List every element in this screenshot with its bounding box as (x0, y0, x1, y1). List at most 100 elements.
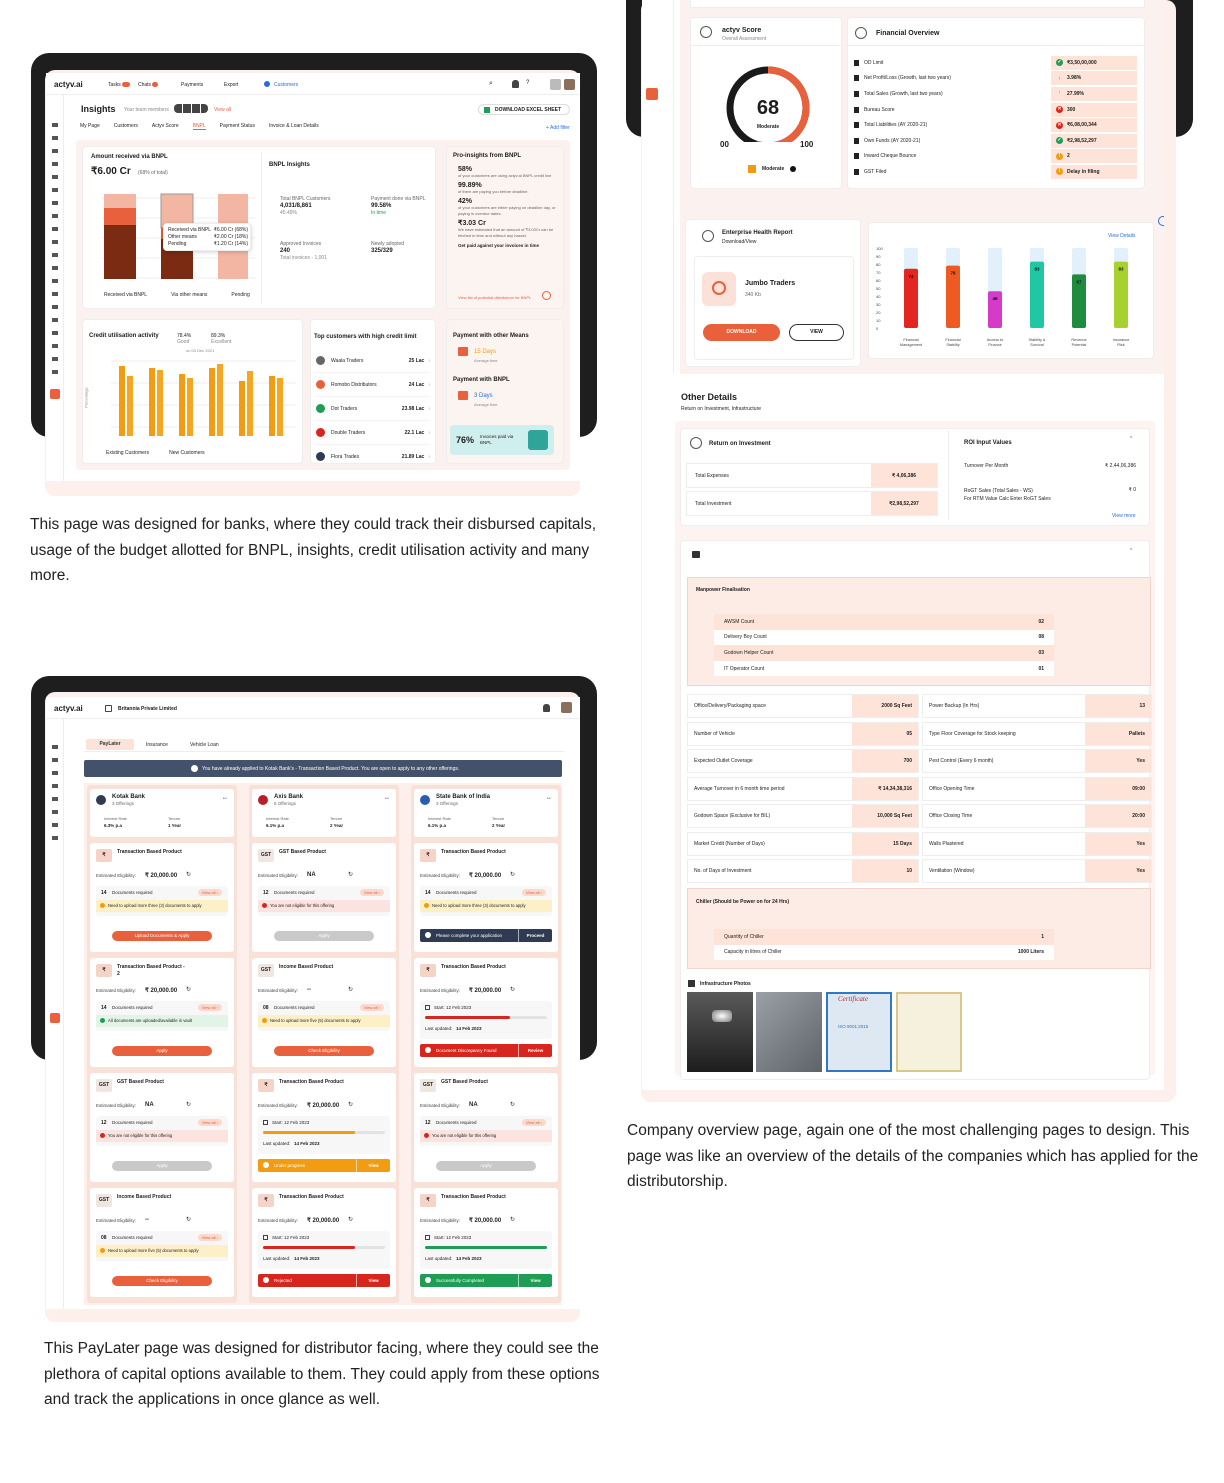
status-bar[interactable]: Document Discrepancy Found Review (420, 1044, 552, 1057)
view-all-button[interactable]: View all › (197, 1234, 222, 1241)
avatar[interactable] (550, 79, 561, 90)
offering-card[interactable]: GST GST Based Product Estimated Eligibilit… (90, 1073, 234, 1182)
expand-arrows-icon[interactable]: ↔ (546, 795, 552, 801)
view-all-button[interactable]: View all › (521, 889, 546, 896)
offering-card[interactable]: GST Income Based Product Estimated Eligibi… (252, 958, 396, 1067)
settings-circle-icon[interactable] (1158, 216, 1164, 226)
bank-header-card[interactable]: Kotak Bank 3 Offerings ↔ Interest Rate 6.3% … (90, 789, 234, 837)
view-all-button[interactable]: View all › (359, 889, 384, 896)
view-all-link[interactable]: View all (214, 107, 232, 113)
sidebar-icons[interactable] (52, 123, 58, 383)
top-customer-row[interactable]: Waala Traders 25 Lac › (316, 349, 430, 373)
photo-1[interactable] (687, 992, 753, 1072)
avatar[interactable] (561, 702, 572, 713)
bell-icon[interactable] (543, 704, 550, 712)
help-icon[interactable]: ? (526, 80, 530, 86)
nav-payments[interactable]: Payments (181, 82, 204, 88)
top-customer-row[interactable]: Double Traders 22.1 Lac › (316, 421, 430, 445)
offering-card[interactable]: ₹ Transaction Based Product Estimated Elig… (90, 843, 234, 952)
top-customer-row[interactable]: Flora Trades 21.89 Lac › (316, 445, 430, 469)
offering-card[interactable]: GST GST Based Product Estimated Eligibilit… (252, 843, 396, 952)
nav-tasks[interactable]: Tasks (108, 82, 121, 88)
tab-payment-status[interactable]: Payment Status (219, 123, 255, 129)
pro-link[interactable]: View list of potential distributors for … (458, 295, 532, 300)
offering-card[interactable]: ₹ Transaction Based Product Estimated Elig… (414, 958, 558, 1067)
sidebar-brand-icon[interactable] (50, 1013, 60, 1023)
refresh-icon[interactable]: ↻ (348, 1217, 354, 1223)
offering-action-button[interactable]: Apply (274, 931, 374, 941)
refresh-icon[interactable]: ↻ (348, 987, 354, 993)
view-all-button[interactable]: View all › (197, 1004, 222, 1011)
tab-vehicle-loan[interactable]: Vehicle Loan (190, 742, 219, 748)
view-details-link[interactable]: View Details (1108, 233, 1136, 239)
sidebar-brand-icon[interactable] (646, 88, 658, 100)
expand-arrows-icon[interactable]: ↔ (384, 795, 390, 801)
nav-export[interactable]: Export (224, 82, 239, 88)
refresh-icon[interactable]: ↻ (186, 872, 192, 878)
offering-card[interactable]: ₹ Transaction Based Product Estimated Elig… (414, 843, 558, 952)
offering-card[interactable]: ₹ Transaction Based Product - 2 Estimated … (90, 958, 234, 1067)
refresh-icon[interactable]: ↻ (186, 1102, 192, 1108)
photo-3[interactable] (826, 992, 892, 1072)
arrow-circle-icon[interactable] (542, 291, 551, 300)
refresh-icon[interactable]: ↻ (348, 1102, 354, 1108)
info-icon[interactable] (790, 166, 796, 172)
top-customer-row[interactable]: Romobo Distributors 24 Lac › (316, 373, 430, 397)
offering-action-button[interactable]: Apply (112, 1161, 212, 1171)
expand-arrows-icon[interactable]: ↔ (222, 795, 228, 801)
offering-action-button[interactable]: Apply (112, 1046, 212, 1056)
refresh-icon[interactable]: ↻ (510, 872, 516, 878)
refresh-icon[interactable]: ↻ (186, 987, 192, 993)
search-icon[interactable]: ⌕ (489, 80, 493, 87)
tab-my-page[interactable]: My Page (80, 123, 100, 129)
tab-bnpl[interactable]: BNPL (192, 123, 206, 130)
status-action[interactable]: View (356, 1159, 390, 1172)
offering-card[interactable]: ₹ Transaction Based Product Estimated Elig… (252, 1073, 396, 1182)
top-customer-row[interactable]: Dot Traders 23.98 Lac › (316, 397, 430, 421)
team-avatars[interactable] (174, 104, 208, 113)
view-button[interactable]: VIEW (789, 324, 844, 341)
bank-header-card[interactable]: Axis Bank 5 Offerings ↔ Interest Rate 6.1% p… (252, 789, 396, 837)
offering-card[interactable]: ₹ Transaction Based Product Estimated Elig… (414, 1188, 558, 1297)
view-all-button[interactable]: View all › (197, 889, 222, 896)
offering-card[interactable]: ₹ Transaction Based Product Estimated Elig… (252, 1188, 396, 1297)
tab-insurance[interactable]: Insurance (146, 742, 168, 748)
offering-action-button[interactable]: Apply (436, 1161, 536, 1171)
bell-icon[interactable] (512, 80, 519, 88)
tab-invoice-loan-details[interactable]: Invoice & Loan Details (268, 123, 319, 129)
view-more-link[interactable]: View more (1112, 513, 1136, 519)
offering-action-button[interactable]: Upload Documents & Apply (112, 931, 212, 941)
status-bar[interactable]: Under progress View (258, 1159, 390, 1172)
photo-2[interactable] (756, 992, 822, 1072)
bank-header-card[interactable]: State Bank of India 3 Offerings ↔ Interest … (414, 789, 558, 837)
avatar-2[interactable] (564, 79, 575, 90)
tab-paylater[interactable]: PayLater (86, 739, 134, 750)
photo-4[interactable] (896, 992, 962, 1072)
view-all-button[interactable]: View all › (359, 1004, 384, 1011)
offering-card[interactable]: GST GST Based Product Estimated Eligibilit… (414, 1073, 558, 1182)
status-bar[interactable]: Please complete your application Proceed (420, 929, 552, 942)
refresh-icon[interactable]: ↻ (348, 872, 354, 878)
refresh-icon[interactable]: ↻ (510, 1102, 516, 1108)
status-action[interactable]: View (518, 1274, 552, 1287)
offering-card[interactable]: GST Income Based Product Estimated Eligibi… (90, 1188, 234, 1297)
view-all-button[interactable]: View all › (521, 1119, 546, 1126)
sidebar-brand-icon[interactable] (50, 389, 60, 399)
chevron-up-icon[interactable]: ˆ (1130, 437, 1133, 444)
nav-chats[interactable]: Chats (138, 82, 152, 88)
refresh-icon[interactable]: ↻ (510, 987, 516, 993)
tab-customers[interactable]: Customers (113, 123, 138, 129)
chevron-up-icon-2[interactable]: ˆ (1130, 549, 1133, 556)
download-button[interactable]: DOWNLOAD (703, 324, 780, 341)
status-bar[interactable]: Rejected View (258, 1274, 390, 1287)
offering-action-button[interactable]: Check Eligibility (112, 1276, 212, 1286)
status-action[interactable]: Proceed (518, 929, 552, 942)
sidebar-icons[interactable] (52, 745, 58, 845)
download-excel-button[interactable]: DOWNLOAD EXCEL SHEET (478, 104, 570, 115)
view-all-button[interactable]: View all › (197, 1119, 222, 1126)
status-action[interactable]: Review (518, 1044, 552, 1057)
refresh-icon[interactable]: ↻ (186, 1217, 192, 1223)
nav-customers[interactable]: Customers (274, 82, 299, 88)
offering-action-button[interactable]: Check Eligibility (274, 1046, 374, 1056)
refresh-icon[interactable]: ↻ (510, 1217, 516, 1223)
